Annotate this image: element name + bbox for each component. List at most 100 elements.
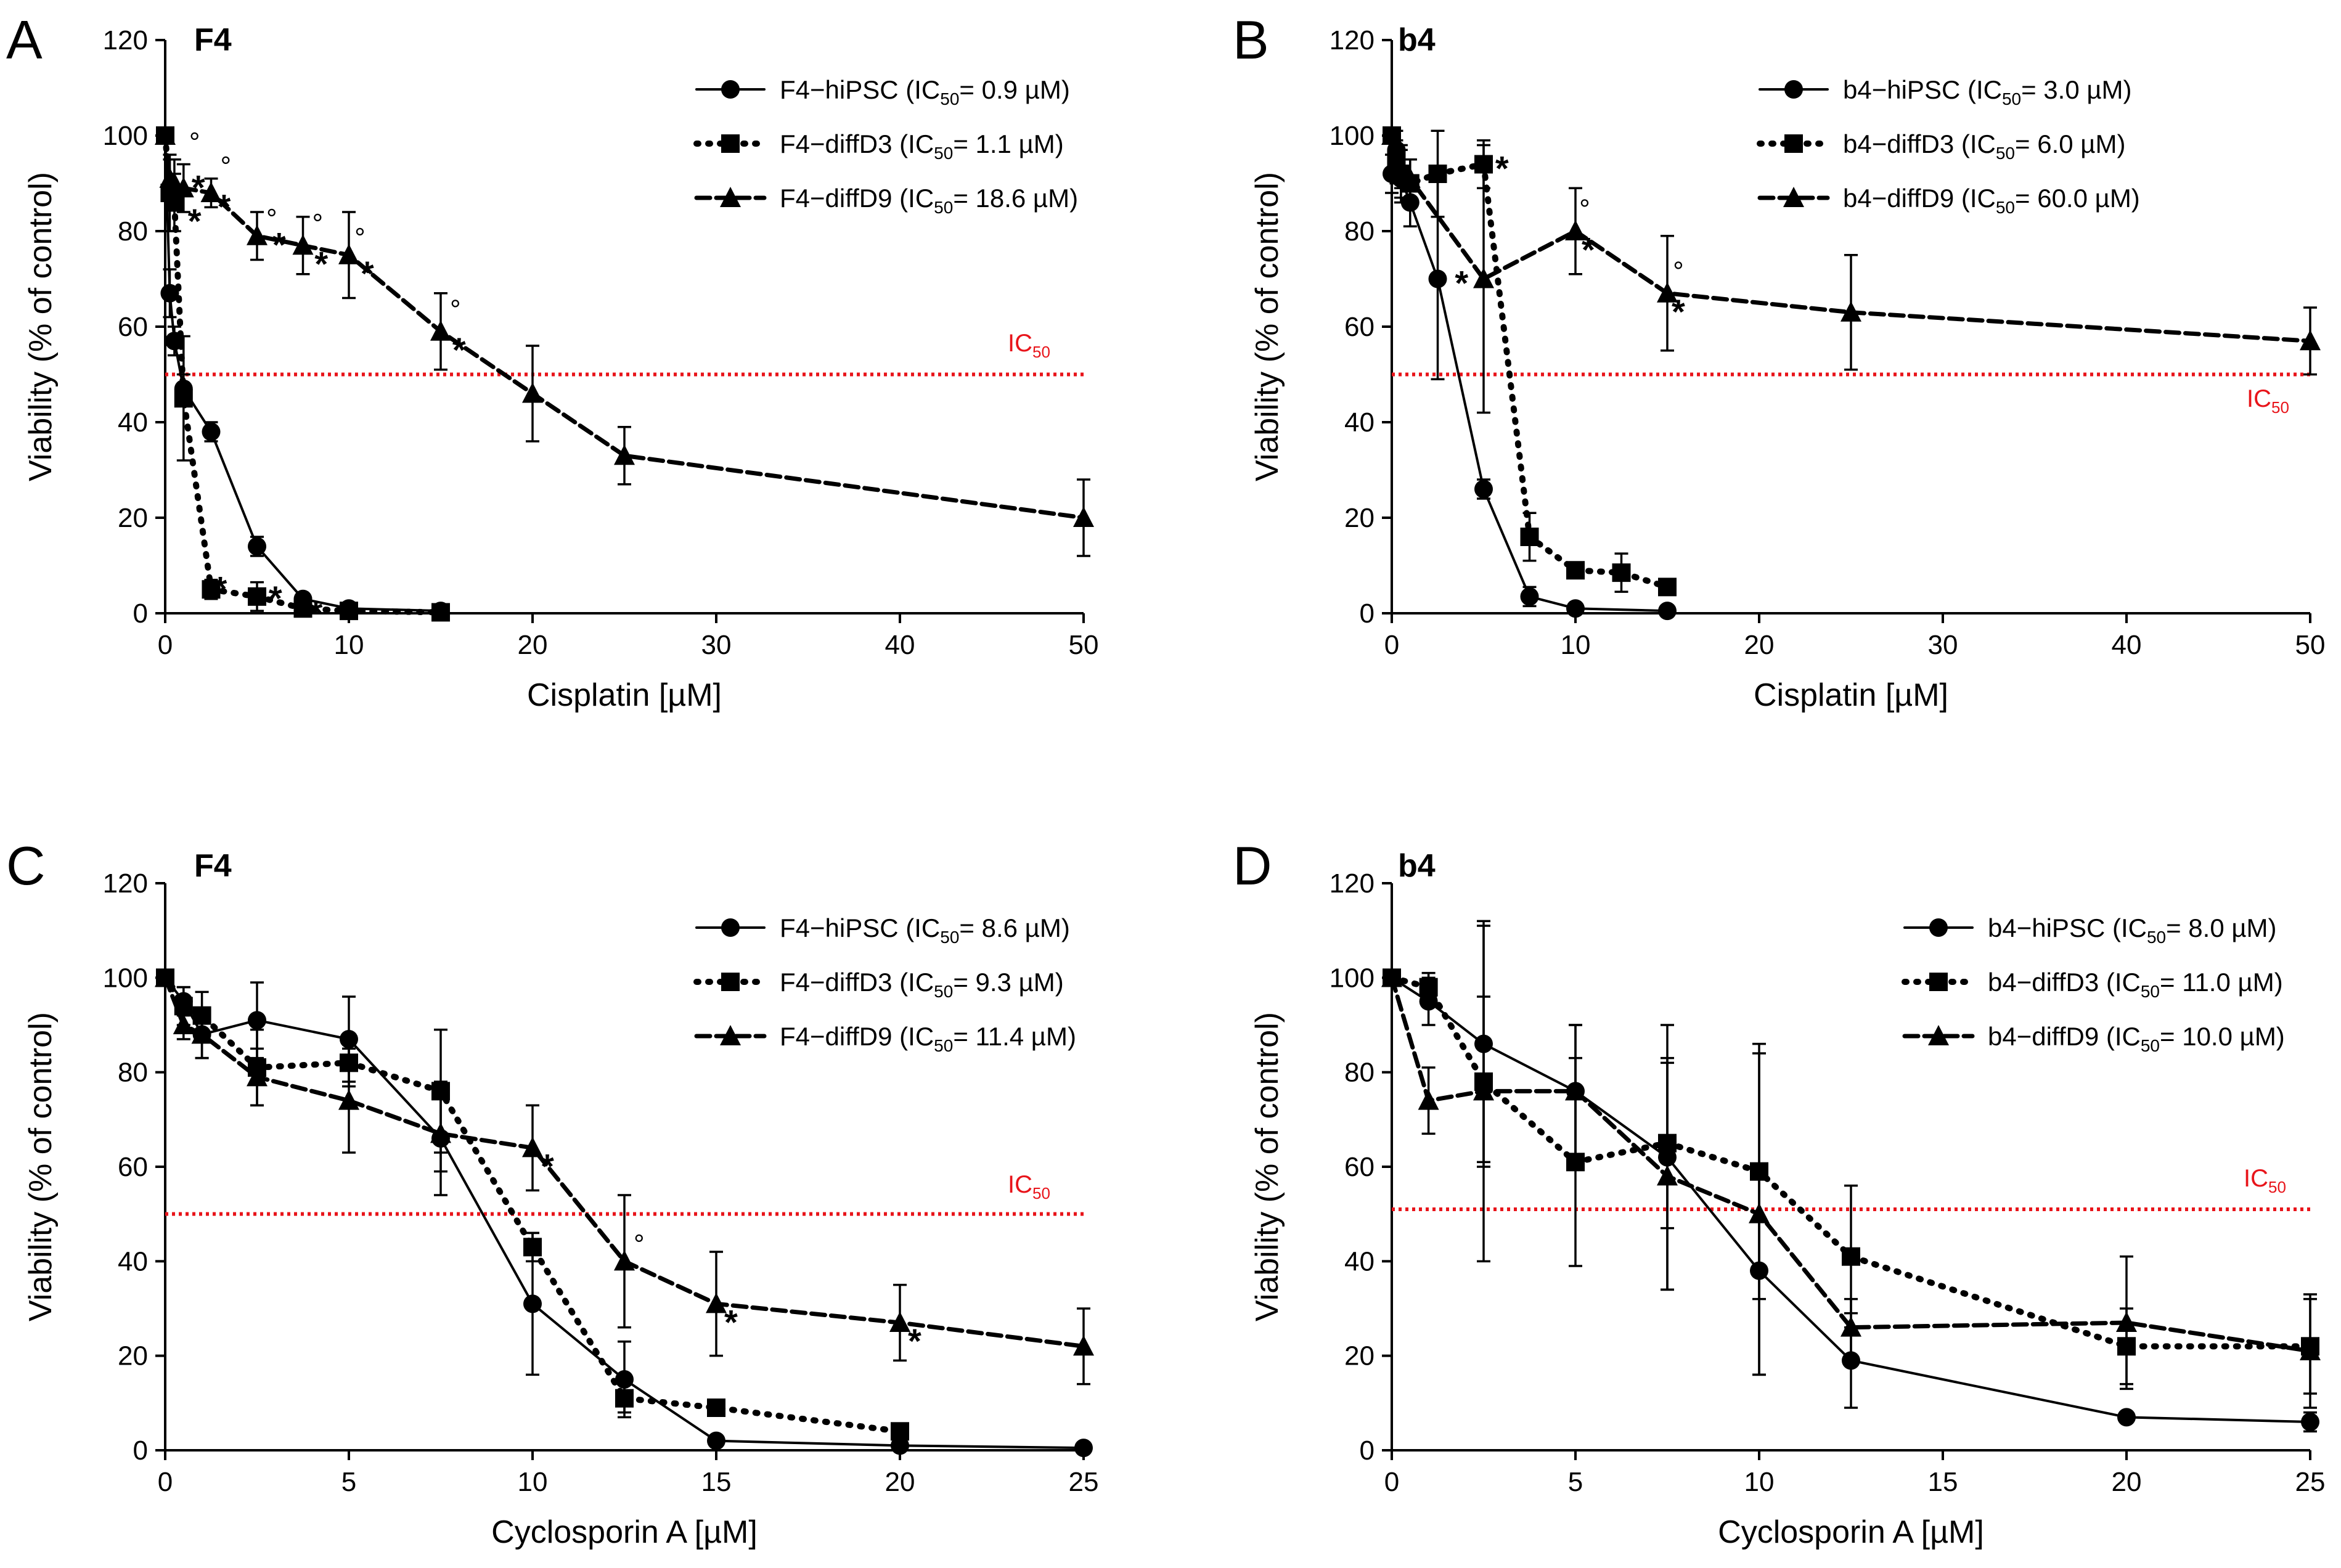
y-axis-label: Viability (% of control) — [23, 1012, 59, 1321]
data-point — [1842, 1247, 1860, 1266]
data-point — [1474, 480, 1493, 499]
legend-label: F4−hiPSC (IC50= 0.9 µM) — [780, 75, 1070, 108]
significance-star: * — [217, 187, 231, 226]
x-tick-label: 5 — [341, 1467, 356, 1497]
x-tick-label: 20 — [885, 1467, 915, 1497]
y-tick-label: 100 — [103, 121, 148, 151]
x-tick-label: 30 — [701, 630, 732, 660]
legend-label: F4−diffD3 (IC50= 1.1 µM) — [780, 129, 1064, 163]
legend-label: F4−diffD3 (IC50= 9.3 µM) — [780, 968, 1064, 1001]
y-tick-label: 20 — [118, 503, 148, 533]
data-point — [891, 1436, 909, 1455]
panel-title: b4 — [1398, 22, 1436, 58]
legend-label: F4−diffD9 (IC50= 11.4 µM) — [780, 1022, 1076, 1055]
data-point — [247, 1066, 268, 1087]
legend-label: F4−diffD9 (IC50= 18.6 µM) — [780, 184, 1078, 217]
y-tick-label: 40 — [1344, 1246, 1375, 1276]
legend-marker — [720, 187, 741, 207]
significance-circle: ° — [221, 151, 232, 181]
data-point — [248, 587, 266, 606]
y-tick-label: 60 — [1344, 312, 1375, 342]
data-point — [1565, 220, 1586, 240]
significance-star: * — [724, 1302, 738, 1341]
significance-star: * — [541, 1146, 554, 1185]
y-tick-label: 60 — [118, 1152, 148, 1182]
data-point — [1428, 165, 1447, 183]
y-tick-label: 80 — [118, 1058, 148, 1088]
data-point — [292, 234, 314, 255]
data-point — [1841, 1316, 1861, 1337]
x-tick-label: 15 — [701, 1467, 732, 1497]
legend-marker — [1929, 973, 1948, 991]
data-point — [155, 966, 176, 987]
y-tick-label: 0 — [133, 598, 148, 629]
x-tick-label: 10 — [334, 630, 364, 660]
x-axis-label: Cyclosporin A [µM] — [1718, 1514, 1984, 1550]
panel-letter: C — [6, 835, 46, 896]
significance-star: * — [214, 570, 227, 608]
legend-marker — [720, 1025, 741, 1045]
data-point — [1520, 587, 1539, 606]
panel-title: F4 — [194, 848, 232, 884]
y-tick-label: 120 — [1330, 868, 1375, 899]
significance-star: * — [269, 579, 282, 618]
y-tick-label: 60 — [1344, 1152, 1375, 1182]
data-point — [1566, 561, 1585, 580]
panel-letter: B — [1233, 9, 1269, 70]
x-tick-label: 50 — [2295, 630, 2326, 660]
legend-label: b4−hiPSC (IC50= 8.0 µM) — [1988, 913, 2277, 947]
data-point — [1749, 1203, 1770, 1223]
data-point — [173, 177, 194, 198]
significance-star: * — [314, 245, 328, 284]
y-axis-label: Viability (% of control) — [23, 172, 59, 481]
legend-marker — [721, 918, 740, 937]
legend-marker — [1784, 134, 1803, 153]
data-point — [160, 284, 179, 303]
data-point — [1565, 1080, 1586, 1101]
x-tick-label: 40 — [885, 630, 915, 660]
x-tick-label: 20 — [518, 630, 548, 660]
x-tick-label: 20 — [1744, 630, 1775, 660]
y-tick-label: 100 — [1330, 121, 1375, 151]
legend-marker — [721, 80, 740, 99]
data-point — [1399, 167, 1421, 188]
y-tick-label: 20 — [1344, 1341, 1375, 1371]
data-point — [1074, 1439, 1093, 1458]
data-point — [1419, 978, 1438, 997]
data-point — [1390, 158, 1412, 179]
x-axis-label: Cisplatin [µM] — [527, 677, 722, 713]
data-point — [191, 1023, 213, 1044]
x-axis-label: Cyclosporin A [µM] — [491, 1514, 758, 1550]
significance-circle: ° — [189, 128, 200, 158]
legend-label: F4−hiPSC (IC50= 8.6 µM) — [780, 913, 1070, 947]
significance-circle: ° — [450, 295, 461, 325]
significance-star: * — [272, 226, 286, 264]
x-tick-label: 0 — [1384, 1467, 1399, 1497]
y-axis-label: Viability (% of control) — [1249, 1012, 1285, 1321]
data-point — [1657, 1165, 1678, 1186]
data-point — [707, 1431, 725, 1450]
series-triangle — [155, 125, 1094, 557]
data-point — [614, 444, 635, 465]
data-point — [1658, 602, 1677, 621]
y-tick-label: 40 — [118, 407, 148, 438]
significance-star: * — [1455, 264, 1468, 303]
x-tick-label: 50 — [1069, 630, 1099, 660]
y-axis-label: Viability (% of control) — [1249, 172, 1285, 481]
x-tick-label: 0 — [158, 630, 173, 660]
data-point — [1073, 1335, 1094, 1356]
data-point — [1841, 301, 1861, 322]
ic50-label: IC50 — [1008, 330, 1050, 361]
significance-star: * — [1582, 230, 1595, 269]
y-tick-label: 60 — [118, 312, 148, 342]
data-point — [248, 537, 266, 556]
x-axis-label: Cisplatin [µM] — [1754, 677, 1948, 713]
data-point — [2300, 330, 2321, 351]
legend-marker — [1783, 187, 1804, 207]
data-point — [174, 389, 193, 408]
legend-marker — [721, 134, 740, 153]
data-point — [2301, 1413, 2319, 1431]
panel-letter: A — [6, 9, 43, 70]
